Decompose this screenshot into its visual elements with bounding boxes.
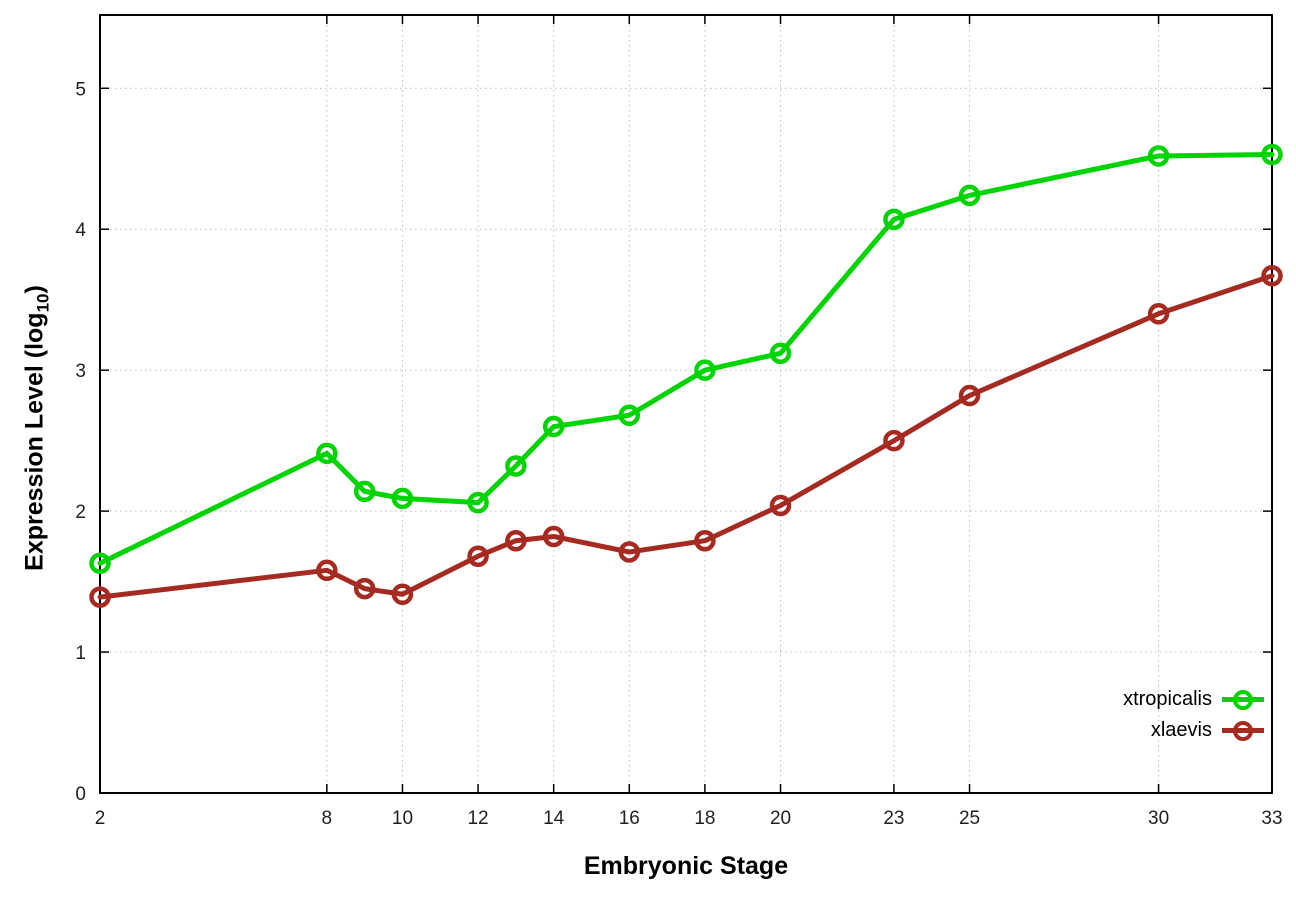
x-axis-label: Embryonic Stage: [583, 852, 789, 880]
data-point-xlaevis-stage-2: [89, 586, 111, 608]
series-line-xlaevis: [97, 273, 1275, 600]
xlaevis-legend-circle: [1233, 720, 1253, 741]
x-tick-label: 16: [619, 808, 640, 829]
legend-item-xlaevis: xlaevis: [1151, 715, 1264, 746]
data-point-xlaevis-stage-13: [505, 529, 527, 552]
data-point-xtropicalis-stage-13: [505, 455, 527, 477]
x-tick-label: 33: [1261, 808, 1282, 829]
data-point-xtropicalis-stage-33: [1261, 143, 1283, 166]
y-axis-label: Expression Level (log10): [20, 285, 53, 571]
x-tick-label: 25: [959, 808, 980, 829]
data-point-xtropicalis-stage-30: [1147, 145, 1170, 167]
data-point-xtropicalis-stage-23: [883, 208, 905, 231]
data-point-xtropicalis-stage-9: [353, 480, 376, 503]
legend: xtropicalis xlaevis: [1123, 684, 1264, 746]
y-tick-label: 4: [75, 220, 86, 241]
data-point-xtropicalis-stage-12: [467, 491, 489, 514]
legend-label-xtropicalis: xtropicalis: [1123, 688, 1212, 710]
y-axis-label-close: ): [20, 285, 49, 294]
x-tick-label: 20: [770, 808, 791, 829]
series-line-xtropicalis: [97, 152, 1275, 566]
data-point-xlaevis-stage-20: [769, 494, 792, 517]
data-point-xtropicalis-stage-2: [89, 552, 111, 575]
x-tick-label: 2: [95, 808, 106, 829]
data-point-xlaevis-stage-16: [618, 541, 641, 563]
x-tick-label: 8: [322, 808, 333, 829]
x-tick-label: 18: [694, 808, 715, 829]
xlaevis-line-point-icon: [1222, 720, 1264, 742]
data-point-xlaevis-stage-30: [1147, 303, 1170, 325]
data-point-xtropicalis-stage-16: [618, 404, 641, 427]
legend-label-xlaevis: xlaevis: [1150, 719, 1212, 741]
y-axis-label-subscript: 10: [33, 293, 53, 313]
data-point-xlaevis-stage-10: [391, 583, 414, 606]
data-point-xlaevis-stage-18: [694, 529, 716, 552]
y-tick-label: 2: [75, 502, 86, 523]
x-tick-label: 14: [543, 808, 565, 829]
data-point-xtropicalis-stage-25: [958, 184, 981, 207]
data-point-xlaevis-stage-9: [353, 577, 376, 600]
data-point-xlaevis-stage-33: [1261, 264, 1283, 287]
data-point-xtropicalis-stage-8: [316, 442, 338, 465]
data-point-xlaevis-stage-14: [542, 525, 565, 548]
data-point-xtropicalis-stage-14: [542, 415, 565, 438]
y-axis-label-text: Expression Level (log: [20, 312, 49, 571]
legend-item-xtropicalis: xtropicalis: [1123, 684, 1264, 715]
y-tick-label: 1: [75, 643, 86, 664]
data-point-xlaevis-stage-23: [883, 429, 905, 452]
x-tick-label: 30: [1148, 808, 1169, 829]
x-tick-label: 23: [883, 808, 904, 829]
y-tick-label: 5: [75, 79, 86, 100]
data-point-xtropicalis-stage-18: [694, 359, 716, 381]
xtropicalis-legend-circle: [1233, 689, 1253, 710]
y-tick-label: 3: [75, 361, 86, 382]
data-point-xtropicalis-stage-10: [391, 487, 414, 510]
y-tick-label: 0: [75, 784, 86, 805]
data-point-xtropicalis-stage-20: [769, 342, 792, 365]
xtropicalis-line-point-icon: [1222, 689, 1264, 711]
x-tick-label: 10: [392, 808, 413, 829]
plot-border: [99, 14, 1273, 794]
x-tick-label: 12: [467, 808, 488, 829]
data-point-xlaevis-stage-8: [316, 559, 338, 582]
data-point-xlaevis-stage-25: [958, 384, 981, 407]
data-point-xlaevis-stage-12: [467, 545, 489, 567]
